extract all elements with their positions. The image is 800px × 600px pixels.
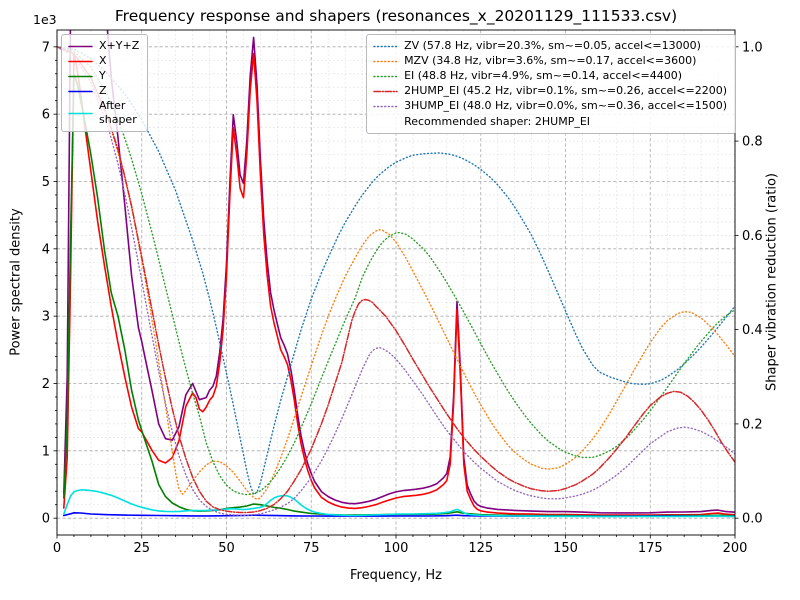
legend-swatch-after_shaper [68,112,93,114]
legend-swatch-x [68,60,93,62]
legend-label-x: X [99,54,107,67]
legend-item-x: X [68,54,139,68]
series-zv [57,46,735,496]
y-right-tick-label: 0.6 [742,229,763,244]
y-right-tick-label: 0.4 [742,323,763,338]
x-axis-label: Frequency, Hz [349,568,443,583]
y-axis-right-label: Shaper vibration reduction (ratio) [764,173,780,391]
y-right-tick-label: 0.8 [742,135,763,150]
y-left-tick-label: 6 [42,108,50,123]
x-tick-label: 75 [303,541,320,556]
legend-swatch-zv [373,45,398,47]
legend-label-after_shaper: After shaper [99,99,137,126]
legend-item-after_shaper: After shaper [68,99,139,127]
legend-swatch-xyz [68,45,93,47]
tick-labels: 0 25 50 75 100 125 150 175 200 0 1 2 3 4 5 6 7 0.0 0.2 0.4 0… [42,40,763,556]
series-after_shaper [63,489,735,518]
series-z [63,511,735,518]
legend-swatch-3hump_ei [373,105,398,107]
legend-swatch-z [68,90,93,92]
legend-item-z: Z [68,84,139,98]
legend-label-xyz: X+Y+Z [99,39,140,52]
x-tick-label: 175 [638,541,663,556]
series-3hump_ei [57,46,735,516]
x-tick-label: 125 [468,541,493,556]
legend-item-2hump_ei: 2HUMP_EI (45.2 Hz, vibr=0.1%, sm~=0.26, … [373,84,727,98]
legend-swatch-2hump_ei [373,90,398,92]
legend-label-mzv: MZV (34.8 Hz, vibr=3.6%, sm~=0.17, accel… [404,54,697,67]
legend-label-y: Y [99,69,106,82]
y-left-tick-label: 4 [42,242,50,257]
y-left-tick-label: 3 [42,310,50,325]
series-ei [57,46,735,496]
chart-title: Frequency response and shapers (resonanc… [114,7,678,25]
y-right-tick-label: 0.0 [742,512,763,527]
x-tick-label: 100 [384,541,409,556]
axis-ticks [53,46,739,539]
legend-item-zv: ZV (57.8 Hz, vibr=20.3%, sm~=0.05, accel… [373,39,727,53]
legend-swatch-y [68,75,93,77]
y-axis-offset-label: 1e3 [33,12,57,27]
legend-swatch-mzv [373,60,398,62]
legend-item-3hump_ei: 3HUMP_EI (48.0 Hz, vibr=0.0%, sm~=0.36, … [373,99,727,113]
series-2hump_ei [57,46,735,514]
legend-item-y: Y [68,69,139,83]
series-xyz [63,30,735,514]
y-right-tick-label: 1.0 [742,40,763,55]
y-left-tick-label: 1 [42,444,50,459]
y-left-tick-label: 5 [42,175,50,190]
y-left-tick-label: 0 [42,512,50,527]
legend-item-xyz: X+Y+Z [68,39,139,53]
x-tick-label: 25 [133,541,150,556]
y-right-tick-label: 0.2 [742,417,763,432]
legend-label-zv: ZV (57.8 Hz, vibr=20.3%, sm~=0.05, accel… [404,39,701,52]
series-y [63,73,735,517]
series-mzv [57,46,735,500]
legend-swatch-ei [373,75,398,77]
legend-label-2hump_ei: 2HUMP_EI (45.2 Hz, vibr=0.1%, sm~=0.26, … [404,84,727,97]
x-tick-label: 0 [53,541,61,556]
series-x [63,52,735,516]
legend-item-ei: EI (48.8 Hz, vibr=4.9%, sm~=0.14, accel<… [373,69,727,83]
x-tick-label: 200 [723,541,748,556]
legend-label-ei: EI (48.8 Hz, vibr=4.9%, sm~=0.14, accel<… [404,69,683,82]
legend-psd: X+Y+Z X Y Z After shaper [61,34,149,132]
y-left-tick-label: 7 [42,40,50,55]
legend-item-mzv: MZV (34.8 Hz, vibr=3.6%, sm~=0.17, accel… [373,54,727,68]
legend-label-3hump_ei: 3HUMP_EI (48.0 Hz, vibr=0.0%, sm~=0.36, … [404,99,727,112]
x-tick-label: 50 [218,541,235,556]
legend-note-recommended-shaper: Recommended shaper: 2HUMP_EI [404,115,591,128]
x-tick-label: 150 [553,541,578,556]
y-left-tick-label: 2 [42,377,50,392]
legend-shapers: ZV (57.8 Hz, vibr=20.3%, sm~=0.05, accel… [366,34,736,134]
legend-label-z: Z [99,84,107,97]
y-axis-left-label: Power spectral density [8,208,24,356]
